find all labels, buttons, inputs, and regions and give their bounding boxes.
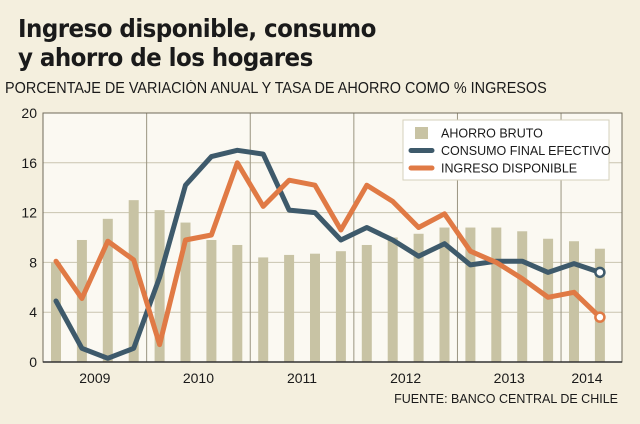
x-tick-label-2011: 2011 — [287, 370, 317, 386]
bar-2014-Q1 — [569, 241, 579, 362]
y-tick-label-4: 4 — [29, 304, 37, 320]
y-tick-label-16: 16 — [21, 155, 37, 171]
chart-title-line2: y ahorro de los hogares — [18, 43, 313, 72]
legend-label-consumo-final-efectivo: CONSUMO FINAL EFECTIVO — [441, 144, 611, 158]
bar-2011-Q4 — [335, 251, 346, 362]
chart-title: Ingreso disponible, consumo y ahorro de … — [18, 14, 376, 72]
legend-swatch-ahorro-bruto — [415, 127, 428, 139]
legend: AHORRO BRUTO CONSUMO FINAL EFECTIVO INGRES… — [402, 119, 611, 181]
endpoint-consumo-final-efectivo — [594, 266, 606, 279]
bar-2011-Q1 — [258, 257, 269, 362]
legend-box — [402, 119, 610, 181]
x-tick-label-2014: 2014 — [571, 370, 602, 386]
bar-2009-Q1 — [51, 262, 61, 362]
bar-2012-Q1 — [361, 244, 372, 362]
y-tick-label-20: 20 — [21, 105, 37, 121]
source-note: FUENTE: BANCO CENTRAL DE CHILE — [394, 392, 618, 406]
line-ingreso-disponible — [53, 160, 603, 348]
x-tick-label-2013: 2013 — [494, 370, 525, 386]
bar-2010-Q3 — [206, 239, 217, 362]
x-tick-label-2009: 2009 — [79, 370, 110, 386]
bar-2011-Q2 — [284, 254, 295, 362]
bar-2009-Q4 — [128, 200, 139, 362]
bar-2010-Q1 — [154, 210, 165, 362]
y-tick-label-8: 8 — [29, 254, 37, 270]
y-tick-label-12: 12 — [21, 205, 37, 221]
bar-2010-Q4 — [232, 244, 243, 362]
bar-2013-Q2 — [491, 227, 502, 362]
series-lines — [53, 147, 606, 361]
bar-2012-Q3 — [413, 233, 424, 362]
bar-2013-Q3 — [517, 231, 528, 362]
y-axis-ticks: 0 4 8 12 16 20 — [21, 105, 37, 370]
bar-2011-Q3 — [310, 253, 320, 362]
bar-2013-Q4 — [543, 238, 554, 362]
chart-title-line1: Ingreso disponible, consumo — [18, 14, 376, 43]
bar-2013-Q1 — [465, 227, 476, 362]
y-tick-label-0: 0 — [29, 354, 37, 370]
x-tick-label-2010: 2010 — [183, 370, 214, 386]
line-consumo-final-efectivo — [53, 147, 603, 361]
plot-frame — [42, 112, 623, 363]
x-tick-label-2012: 2012 — [390, 370, 421, 386]
legend-label-ingreso-disponible: INGRESO DISPONIBLE — [441, 162, 577, 176]
chart-subtitle: PORCENTAJE DE VARIACIÓN ANUAL Y TASA DE … — [5, 80, 547, 97]
bar-2010-Q2 — [180, 222, 191, 362]
bar-2009-Q3 — [102, 218, 113, 362]
x-axis-ticks: 2009 2010 2011 2012 2013 2014 — [79, 370, 602, 386]
bar-2012-Q2 — [387, 237, 398, 362]
endpoint-ingreso-disponible — [594, 311, 606, 323]
bar-2012-Q4 — [439, 227, 450, 362]
legend-label-ahorro-bruto: AHORRO BRUTO — [441, 127, 543, 141]
bar-2014-Q2 — [594, 248, 605, 362]
